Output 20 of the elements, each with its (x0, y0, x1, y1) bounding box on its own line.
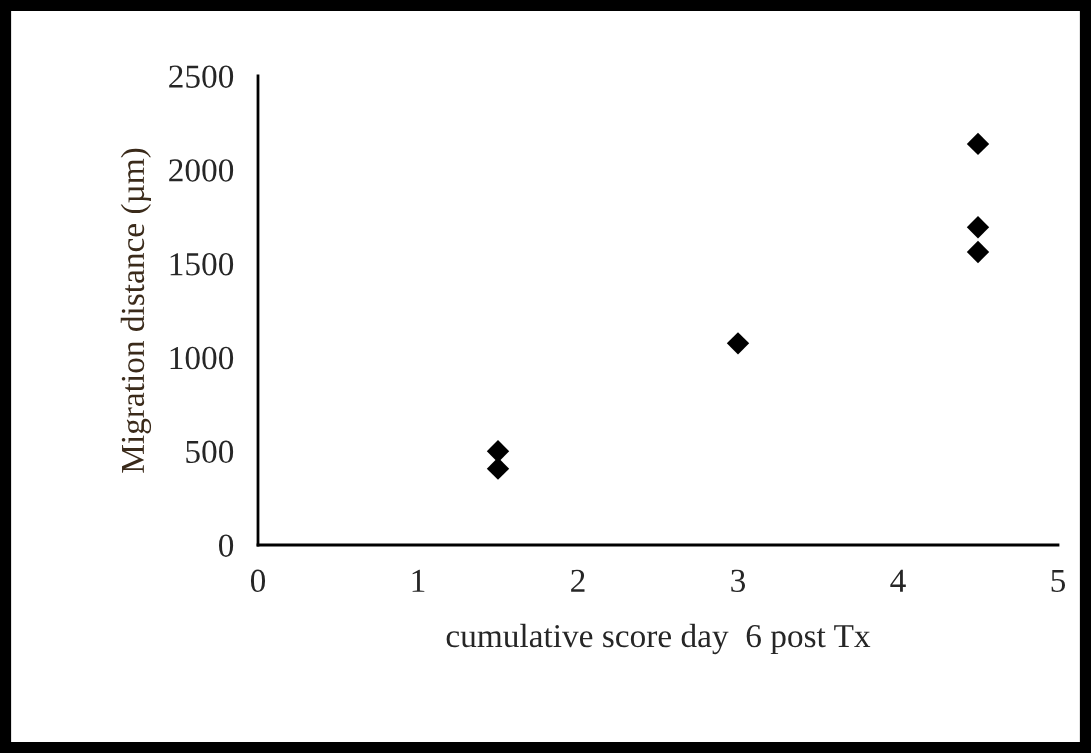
y-tick-label: 2500 (169, 65, 234, 88)
y-tick-label: 500 (186, 440, 234, 464)
point (966, 216, 990, 239)
x-tick-label: 5 (1051, 569, 1066, 593)
point (966, 132, 990, 156)
x-tick-label: 0 (250, 569, 266, 593)
y-tick-label: 1500 (170, 253, 234, 276)
point (726, 332, 750, 355)
x-tick-label: 3 (731, 569, 746, 593)
x-axis-title: cumulative score day 6 post Tx (446, 623, 871, 655)
x-tick-label: 2 (571, 569, 585, 592)
y-tick-label: 0 (218, 534, 234, 557)
x-tick-label: 1 (412, 569, 425, 592)
y-tick-label: 1000 (170, 346, 234, 370)
point (486, 440, 510, 463)
point (486, 457, 510, 480)
x-tick-label: 4 (890, 569, 906, 592)
point (966, 240, 990, 264)
y-tick-label: 2000 (169, 159, 234, 182)
y-axis-title: Migration distance (µm) (120, 148, 152, 473)
